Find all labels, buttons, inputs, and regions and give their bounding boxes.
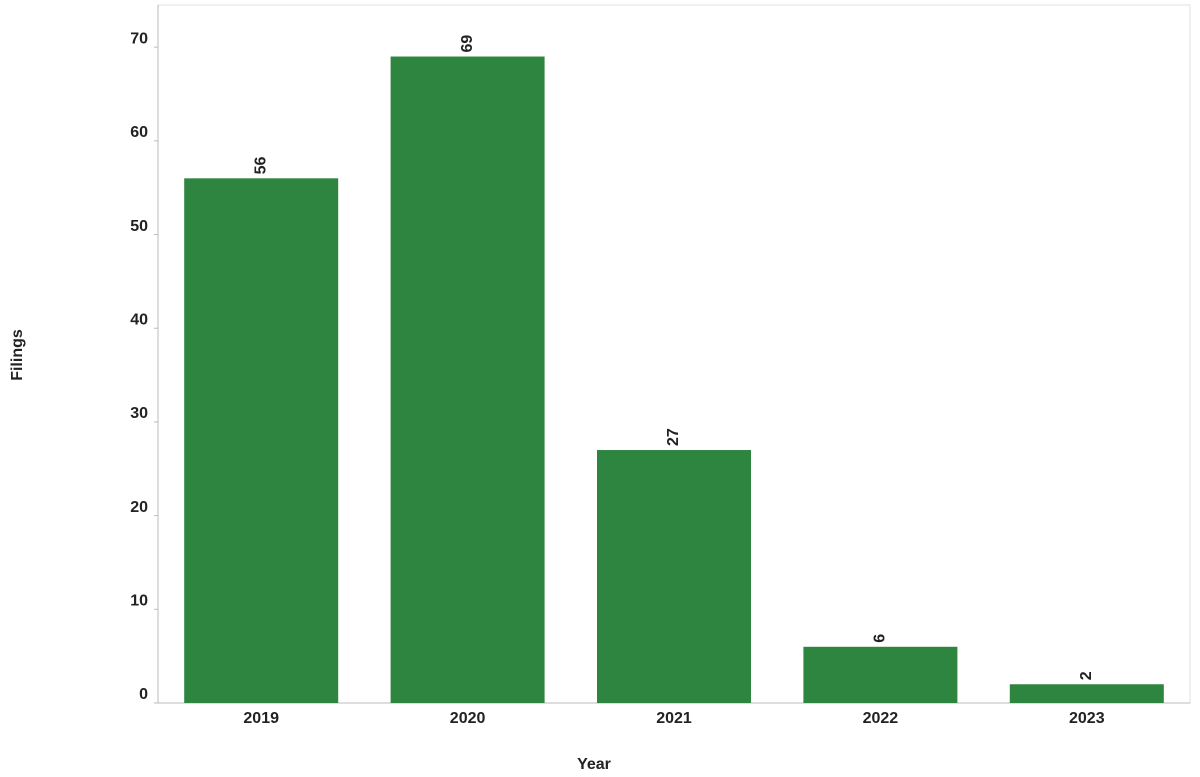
value-label: 56: [252, 156, 269, 174]
y-tick-label: 20: [130, 499, 148, 516]
y-tick-label: 10: [130, 593, 148, 610]
bar: [184, 178, 339, 703]
bar: [1009, 684, 1164, 703]
y-tick-label: 30: [130, 405, 148, 422]
y-tick-label: 40: [130, 311, 148, 328]
bar: [390, 56, 545, 703]
x-tick-label: 2022: [863, 710, 899, 727]
y-tick-label: 60: [130, 124, 148, 141]
x-tick-label: 2020: [450, 710, 486, 727]
y-tick-label: 0: [139, 686, 148, 703]
value-label: 2: [1078, 671, 1095, 680]
x-axis-title: Year: [577, 756, 611, 773]
bar: [803, 646, 958, 703]
value-label: 69: [459, 35, 476, 53]
x-tick-label: 2021: [656, 710, 692, 727]
y-tick-label: 50: [130, 218, 148, 235]
value-label: 27: [665, 428, 682, 446]
x-tick-label: 2019: [243, 710, 279, 727]
x-tick-label: 2023: [1069, 710, 1105, 727]
y-tick-label: 70: [130, 30, 148, 47]
value-label: 6: [872, 634, 889, 643]
bar: [597, 450, 751, 703]
y-axis-title: Filings: [9, 329, 26, 381]
